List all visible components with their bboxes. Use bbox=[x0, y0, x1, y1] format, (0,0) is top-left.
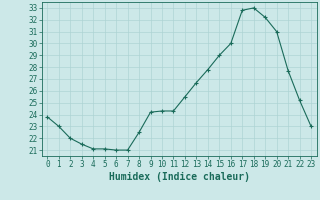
X-axis label: Humidex (Indice chaleur): Humidex (Indice chaleur) bbox=[109, 172, 250, 182]
